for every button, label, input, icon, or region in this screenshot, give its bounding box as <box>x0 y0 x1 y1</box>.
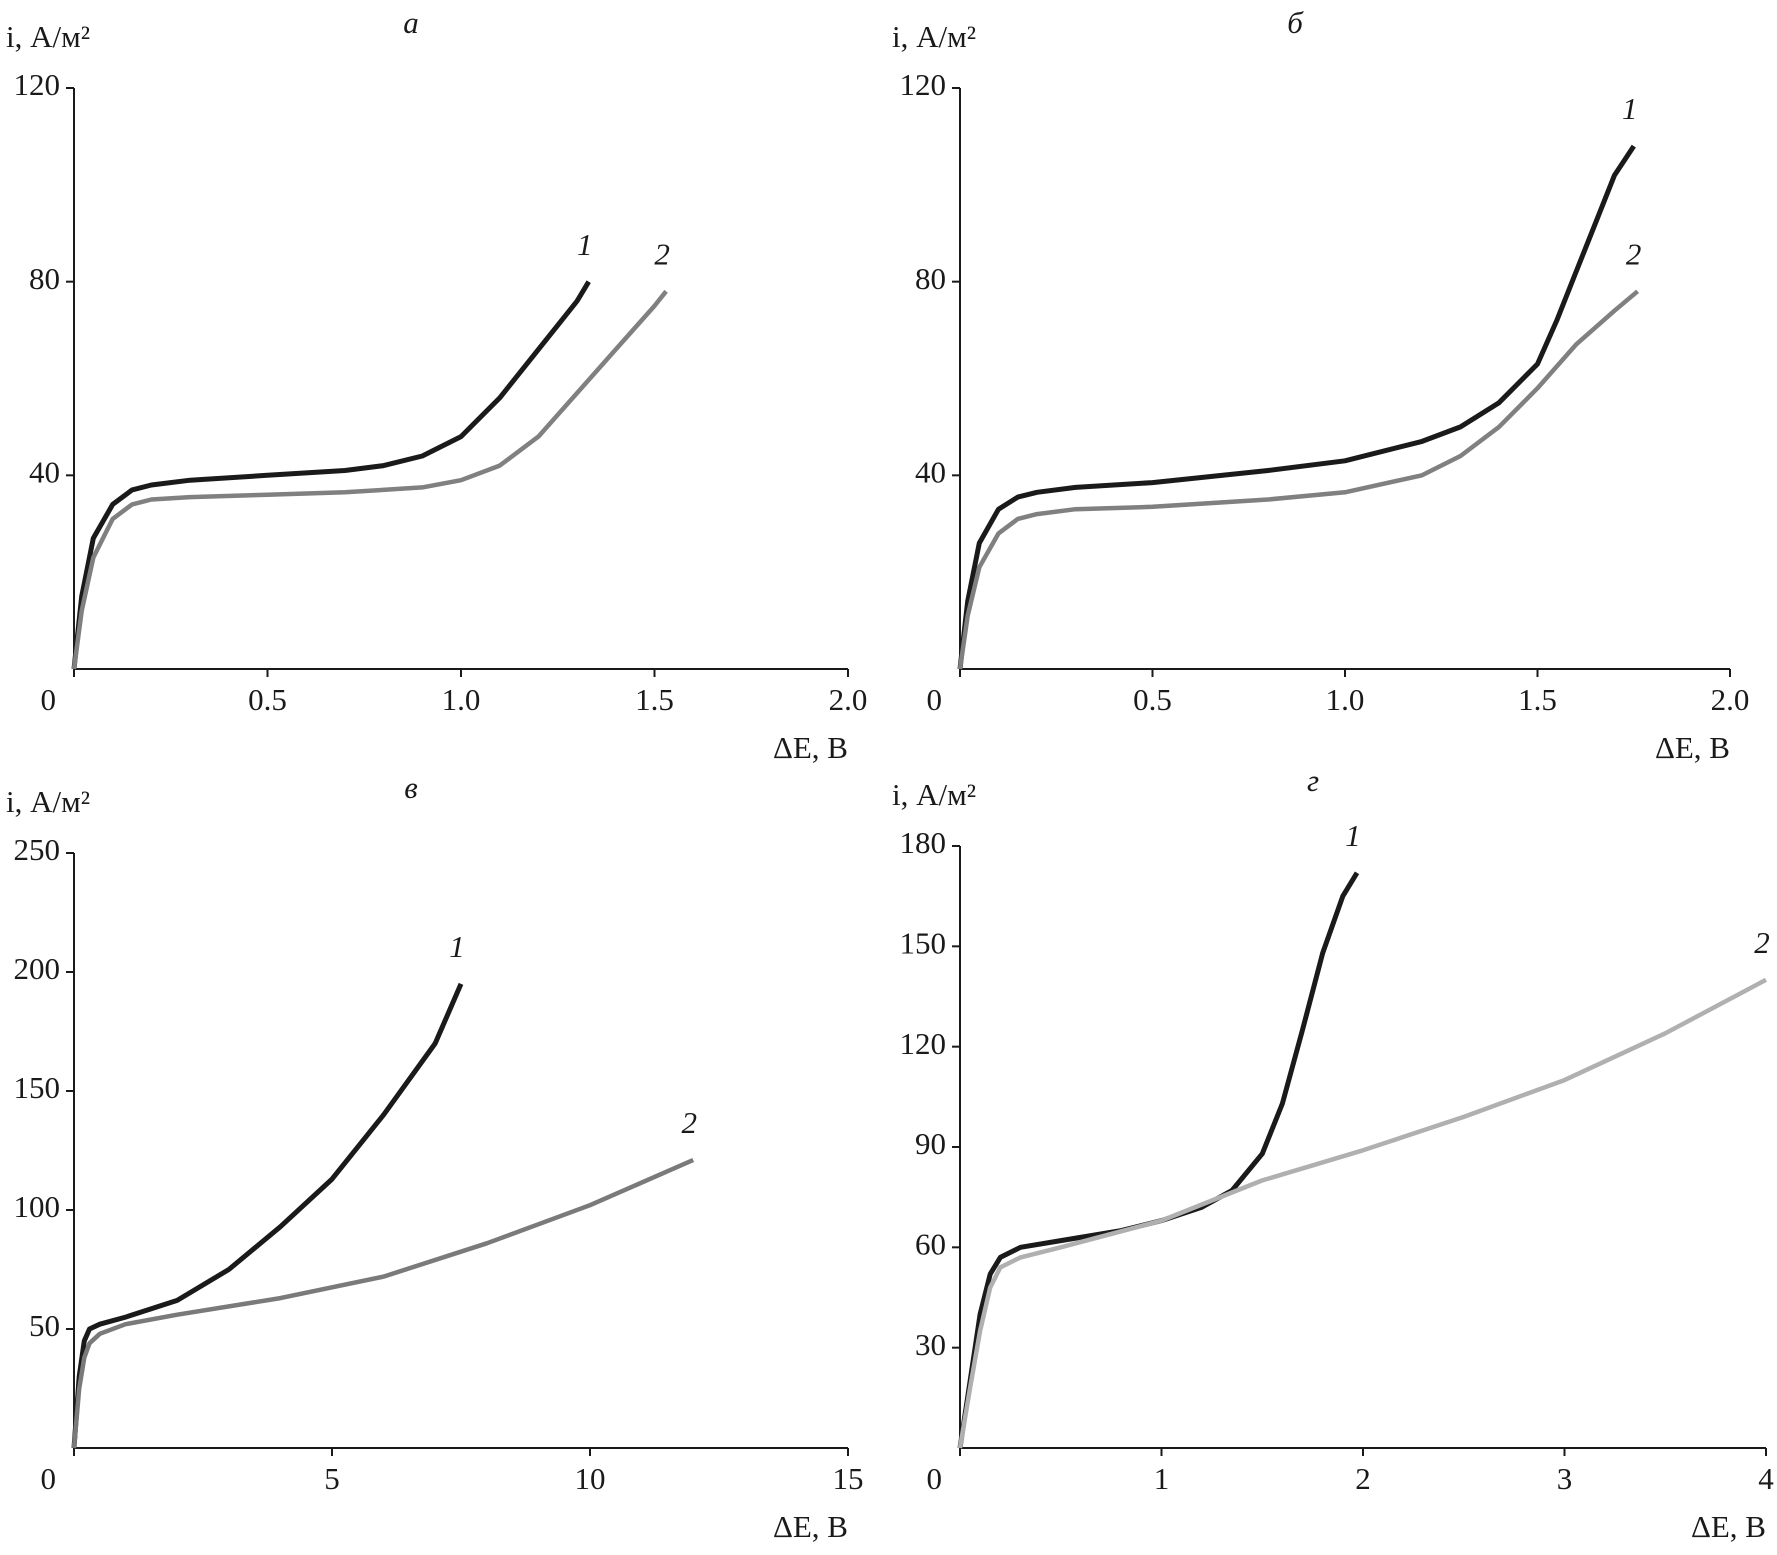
series-label: 2 <box>1626 236 1642 271</box>
panel-title: б <box>1287 5 1304 40</box>
y-tick-label: 90 <box>915 1126 946 1161</box>
x-tick-label: 0.5 <box>1133 682 1172 717</box>
x-tick-label: 1.0 <box>442 682 481 717</box>
x-tick-label: 1.5 <box>635 682 674 717</box>
series-line <box>71 982 464 1449</box>
y-tick-label: 120 <box>900 67 947 102</box>
y-axis-label: i, А/м² <box>6 784 90 819</box>
x-tick-label: 1 <box>1154 1461 1170 1496</box>
x-tick-label: 15 <box>833 1461 864 1496</box>
y-tick-label: 150 <box>14 1070 61 1105</box>
x-tick-label: 3 <box>1557 1461 1573 1496</box>
series-label: 2 <box>681 1105 697 1140</box>
x-tick-label: 10 <box>575 1461 606 1496</box>
series-label: 1 <box>1622 91 1638 126</box>
x-tick-label: 1.5 <box>1518 682 1557 717</box>
x-tick-label: 4 <box>1758 1461 1774 1496</box>
x-axis-label: ΔE, В <box>1691 1509 1766 1544</box>
x-tick-label: 0 <box>41 682 57 717</box>
series-line <box>957 289 1640 670</box>
y-tick-label: 80 <box>29 261 60 296</box>
series-label: 1 <box>1345 818 1361 853</box>
x-tick-label: 2.0 <box>1711 682 1750 717</box>
series-line <box>71 1157 695 1449</box>
x-tick-label: 1.0 <box>1326 682 1365 717</box>
series-line <box>71 289 668 670</box>
series-line <box>957 977 1768 1449</box>
x-axis-label: ΔE, В <box>773 730 848 765</box>
series-label: 1 <box>577 227 593 262</box>
y-tick-label: 50 <box>29 1308 60 1343</box>
x-tick-label: 0 <box>927 682 943 717</box>
x-axis-label: ΔE, В <box>773 1509 848 1544</box>
y-axis-label: i, А/м² <box>892 19 976 54</box>
y-tick-label: 40 <box>915 454 946 489</box>
x-tick-label: 0 <box>41 1461 57 1496</box>
series-line <box>957 871 1360 1449</box>
y-tick-label: 120 <box>14 67 61 102</box>
x-tick-label: 0 <box>927 1461 943 1496</box>
series-line <box>957 144 1636 670</box>
y-tick-label: 200 <box>14 951 61 986</box>
y-tick-label: 150 <box>900 925 947 960</box>
y-tick-label: 120 <box>900 1026 947 1061</box>
panel-title: в <box>404 770 417 805</box>
x-axis-label: ΔE, В <box>1655 730 1730 765</box>
series-label: 1 <box>449 929 465 964</box>
series-label: 2 <box>1754 925 1770 960</box>
x-tick-label: 5 <box>324 1461 340 1496</box>
y-axis-label: i, А/м² <box>6 19 90 54</box>
y-tick-label: 60 <box>915 1226 946 1261</box>
x-tick-label: 2 <box>1355 1461 1371 1496</box>
y-tick-label: 250 <box>14 832 61 867</box>
y-tick-label: 180 <box>900 825 947 860</box>
series-label: 2 <box>654 236 670 271</box>
x-tick-label: 0.5 <box>248 682 287 717</box>
x-tick-label: 2.0 <box>829 682 868 717</box>
y-tick-label: 30 <box>915 1327 946 1362</box>
panel-title: а <box>403 5 419 40</box>
y-tick-label: 40 <box>29 454 60 489</box>
y-axis-label: i, А/м² <box>892 777 976 812</box>
y-tick-label: 100 <box>14 1189 61 1224</box>
series-line <box>71 280 591 670</box>
y-tick-label: 80 <box>915 261 946 296</box>
panel-title: г <box>1307 763 1319 798</box>
